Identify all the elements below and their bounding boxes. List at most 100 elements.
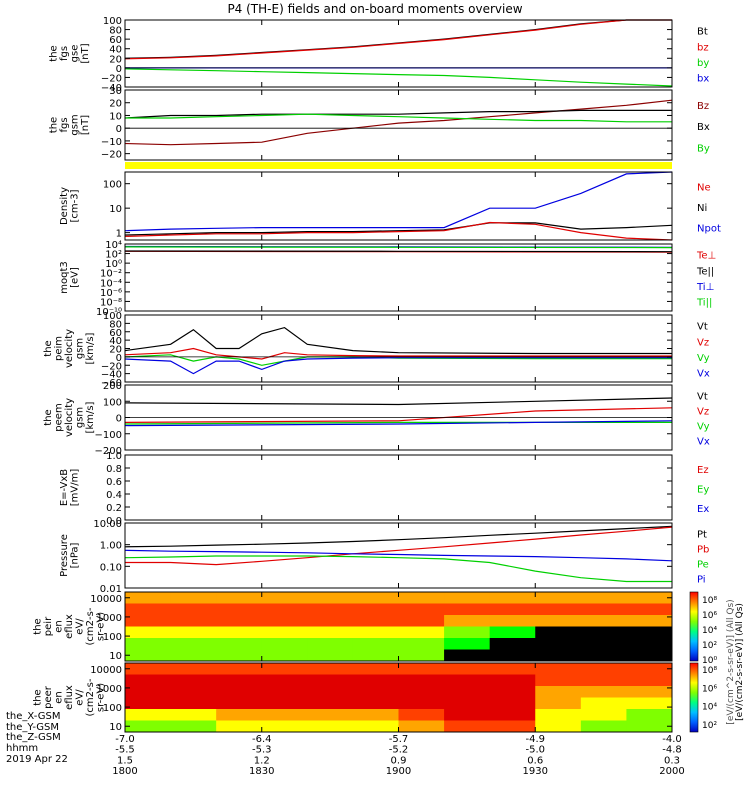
y-tick-label: 10 <box>109 111 122 122</box>
colorbar-tick-label: 10⁴ <box>702 626 717 636</box>
heatmap-cell <box>307 626 354 639</box>
y-axis-label: peim <box>54 336 65 361</box>
heatmap-cell <box>261 626 308 639</box>
legend-entry-Ey: Ey <box>697 484 709 495</box>
series-line-by <box>124 68 673 87</box>
y-tick-label: 0.6 <box>106 477 122 488</box>
heatmap-cell <box>444 615 491 627</box>
page-title: P4 (TH-E) fields and on-board moments ov… <box>227 2 523 16</box>
heatmap-cell <box>535 626 582 639</box>
y-tick-label: 1.00 <box>100 541 122 552</box>
legend-entry-Vx: Vx <box>697 437 710 448</box>
y-tick-label: −20 <box>101 73 122 84</box>
legend-entry-Vt: Vt <box>697 322 708 333</box>
y-axis-label: [km/s] <box>85 401 96 433</box>
y-axis-label: velocity <box>64 398 75 437</box>
x-axis-value: 0.3 <box>664 755 680 766</box>
legend-entry-Npot: Npot <box>697 224 721 235</box>
colorbar: 10⁸10⁶10⁴10²10⁰10⁸10⁶10⁴10²[eV/(cm2-s-sr… <box>689 591 745 733</box>
heatmap-cell <box>398 674 445 687</box>
x-axis-value: -5.5 <box>115 745 135 756</box>
y-axis-label: [mV/m] <box>69 469 80 507</box>
heatmap-cell <box>216 674 263 687</box>
heatmap-cell <box>398 638 445 650</box>
y-axis-label: eflux <box>64 614 75 639</box>
y-tick-label: 100 <box>103 397 122 408</box>
y-axis-label: [nPa] <box>69 542 80 568</box>
x-axis-value: -6.4 <box>252 734 272 745</box>
y-axis-label: gsm <box>75 338 86 359</box>
heatmap-cell <box>626 663 673 675</box>
heatmap-cell <box>170 649 217 662</box>
heatmap-cell <box>261 674 308 687</box>
y-axis-label: en <box>54 691 65 704</box>
y-axis-label: eV/ <box>75 689 86 706</box>
heatmap-cell <box>352 638 399 650</box>
heatmap-cell <box>535 709 582 721</box>
panel-frame <box>124 314 673 383</box>
legend-entry-Bz: Bz <box>697 101 709 112</box>
colorbar-label: [eV/(cm2-s-sr-eV)] (All Qs) <box>735 603 745 721</box>
heatmap-cell <box>489 686 536 698</box>
y-axis-label: gsm <box>75 407 86 428</box>
heatmap-cell <box>307 709 354 721</box>
y-tick-label: 60 <box>109 35 122 46</box>
series-line-By <box>125 113 672 123</box>
heatmap-cell <box>170 626 217 639</box>
y-axis-label: [nT] <box>80 115 91 135</box>
y-axis-label: the <box>33 689 44 705</box>
heatmap-cell <box>125 720 172 733</box>
heatmap-cell <box>307 615 354 627</box>
heatmap-cell <box>580 697 627 710</box>
legend-entry-Ti||: Ti|| <box>696 297 712 308</box>
heatmap-cell <box>261 592 308 604</box>
heatmap-cell <box>535 649 582 662</box>
panel-density: 100 10 1 Density [cm-3] Ne Ni Npot <box>59 171 721 241</box>
heatmap-cell <box>307 720 354 733</box>
legend-entry-Vt: Vt <box>697 391 708 402</box>
heatmap-cell <box>398 626 445 639</box>
legend-entry-Ex: Ex <box>697 504 709 515</box>
y-tick-label: 60 <box>109 328 122 339</box>
y-axis-label: [nT] <box>80 43 91 63</box>
y-axis-label: sr-eV) <box>96 683 107 712</box>
heatmap-cell <box>489 615 536 627</box>
heatmap-cell <box>261 663 308 675</box>
y-axis-label: gsm <box>69 114 80 135</box>
y-tick-label: −10 <box>101 137 122 148</box>
y-tick-label: −20 <box>101 361 122 372</box>
panel-pressure: 10.00 1.00 0.10 0.01 Pressure [nPa] Pt Pb Pe Pi <box>59 519 710 595</box>
x-axis-value: -5.0 <box>525 745 545 756</box>
series-line-Npot <box>124 171 673 232</box>
footer-row-label-z: the_Z-GSM <box>6 732 61 744</box>
colorbar-tick-label: 10⁶ <box>702 611 717 621</box>
x-axis-value: 1.5 <box>117 755 133 766</box>
y-axis-label: the <box>43 340 54 356</box>
heatmap-cell <box>170 697 217 710</box>
heatmap-cell <box>307 649 354 662</box>
heatmap-cell <box>170 686 217 698</box>
heatmap-cell <box>216 649 263 662</box>
series-line-Pi <box>124 549 673 562</box>
series-line-Vt <box>124 326 672 355</box>
legend-entry-bx: bx <box>697 73 709 84</box>
heatmap-cell <box>125 663 172 675</box>
heatmap-cell <box>535 603 582 616</box>
heatmap-cell <box>125 615 172 627</box>
colorbar-peir <box>689 591 699 662</box>
series-line-Vx <box>124 357 672 375</box>
heatmap-cell <box>125 709 172 721</box>
heatmap-cell <box>261 686 308 698</box>
y-axis-label: the <box>48 117 59 133</box>
heatmap-cell <box>307 663 354 675</box>
footer-axis-labels: the_X-GSM the_Y-GSM the_Z-GSM hhmm 2019 … <box>6 712 68 765</box>
heatmap-cell <box>352 686 399 698</box>
heatmap-cell <box>535 674 582 687</box>
quality-flag-bar <box>125 162 672 169</box>
series-line-Bx <box>124 109 672 119</box>
y-tick-label: 10⁻⁸ <box>100 297 122 308</box>
heatmap-cell <box>170 674 217 687</box>
y-tick-label: −40 <box>101 83 122 94</box>
x-axis-value: 1930 <box>523 766 548 777</box>
